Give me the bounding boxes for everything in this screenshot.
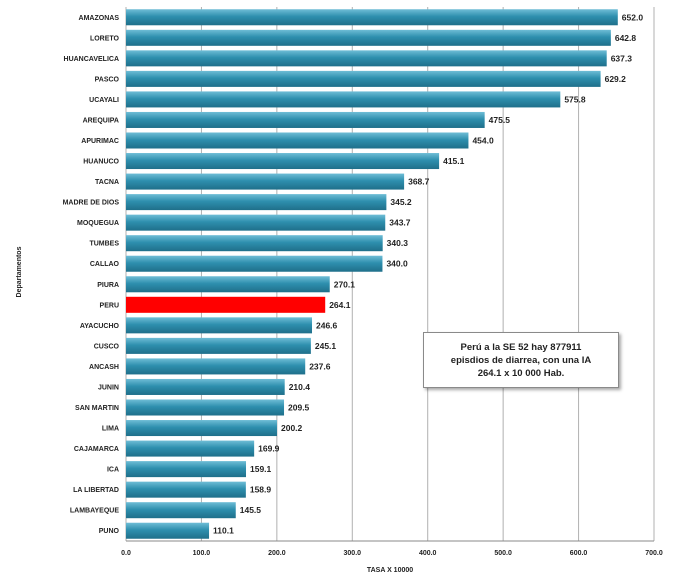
category-label: PASCO xyxy=(95,76,120,83)
bar xyxy=(126,70,601,87)
data-label: 575.8 xyxy=(564,94,586,104)
category-label: ANCASH xyxy=(89,364,119,371)
data-label: 642.8 xyxy=(615,33,637,43)
category-label: PERU xyxy=(100,302,119,309)
bar xyxy=(126,153,440,170)
data-label: 454.0 xyxy=(472,136,494,146)
data-label: 169.9 xyxy=(258,444,280,454)
value-labels: 652.0 642.8 637.3 629.2 575.8 475.5 454.0 415.1… xyxy=(213,12,643,535)
data-label: 637.3 xyxy=(611,53,633,63)
data-label: 368.7 xyxy=(408,177,430,187)
data-label: 158.9 xyxy=(250,485,272,495)
category-label: HUANUCO xyxy=(83,159,119,166)
bar xyxy=(126,481,246,498)
bar xyxy=(126,111,485,128)
data-label: 200.2 xyxy=(281,423,303,433)
data-label: 145.5 xyxy=(240,505,262,515)
category-label: LAMBAYEQUE xyxy=(70,508,119,515)
category-label: MADRE DE DIOS xyxy=(63,200,120,207)
data-label: 264.1 xyxy=(329,300,351,310)
category-label: AREQUIPA xyxy=(83,117,119,124)
bar xyxy=(126,399,285,416)
category-label: LORETO xyxy=(90,35,120,42)
bar-highlight xyxy=(126,296,326,313)
bars xyxy=(126,9,618,539)
category-label: LIMA xyxy=(102,426,119,433)
annotation-box: Perú a la SE 52 hay 877911 episdios de d… xyxy=(423,332,619,388)
data-label: 237.6 xyxy=(309,361,331,371)
bar xyxy=(126,502,236,519)
annotation-line-2: episdios de diarrea, con una IA xyxy=(450,354,592,366)
category-label: SAN MARTIN xyxy=(75,405,119,412)
data-label: 210.4 xyxy=(289,382,311,392)
category-label: TACNA xyxy=(95,179,119,186)
bar xyxy=(126,461,247,478)
category-label: PIURA xyxy=(97,282,119,289)
x-tick-label: 400.0 xyxy=(419,550,437,557)
x-tick-label: 500.0 xyxy=(494,550,512,557)
bar xyxy=(126,378,285,395)
annotation-line-1: Perú a la SE 52 hay 877911 xyxy=(460,341,582,353)
bar xyxy=(126,522,210,539)
bar xyxy=(126,132,469,149)
gridlines xyxy=(125,7,655,542)
category-label: AYACUCHO xyxy=(80,323,120,330)
bar xyxy=(126,420,278,437)
bar xyxy=(126,50,607,67)
bar xyxy=(126,9,618,26)
bar xyxy=(126,276,330,293)
data-label: 629.2 xyxy=(605,74,627,84)
x-tick-label: 700.0 xyxy=(645,550,663,557)
data-label: 270.1 xyxy=(334,279,356,289)
category-label: HUANCAVELICA xyxy=(64,56,119,63)
data-label: 340.0 xyxy=(386,259,408,269)
data-label: 245.1 xyxy=(315,341,337,351)
category-label: APURIMAC xyxy=(81,138,119,145)
x-tick-label: 100.0 xyxy=(193,550,211,557)
category-label: UCAYALI xyxy=(89,97,119,104)
category-label: CAJAMARCA xyxy=(74,446,119,453)
x-tick-label: 300.0 xyxy=(344,550,362,557)
x-tick-labels: 0.0 100.0 200.0 300.0 400.0 500.0 600.0 700.0 xyxy=(121,550,663,557)
data-label: 415.1 xyxy=(443,156,465,166)
annotation-line-3: 264.1 x 10 000 Hab. xyxy=(477,367,565,379)
category-label: AMAZONAS xyxy=(79,15,120,22)
data-label: 652.0 xyxy=(622,12,644,22)
category-label: PUNO xyxy=(99,528,120,535)
bar xyxy=(126,173,405,190)
data-label: 110.1 xyxy=(213,526,234,536)
data-label: 246.6 xyxy=(316,320,338,330)
x-tick-label: 0.0 xyxy=(121,550,131,557)
data-label: 159.1 xyxy=(250,464,272,474)
bar xyxy=(126,440,255,457)
bar xyxy=(126,337,311,354)
bar xyxy=(126,255,383,272)
x-axis-title: TASA X 10000 xyxy=(367,567,413,574)
category-label: CUSCO xyxy=(94,343,120,350)
category-label: LA LIBERTAD xyxy=(73,487,119,494)
category-label: CALLAO xyxy=(90,261,120,268)
data-label: 345.2 xyxy=(390,197,412,207)
bar xyxy=(126,358,306,375)
x-tick-label: 600.0 xyxy=(570,550,588,557)
category-label: ICA xyxy=(107,467,119,474)
data-label: 340.3 xyxy=(387,238,409,248)
bar xyxy=(126,91,561,108)
category-label: MOQUEGUA xyxy=(77,220,119,227)
category-label: JUNIN xyxy=(98,384,119,391)
bar xyxy=(126,317,313,334)
bar xyxy=(126,29,611,46)
category-labels: AMAZONAS LORETO HUANCAVELICA PASCO UCAYALI AR… xyxy=(63,15,120,535)
data-label: 343.7 xyxy=(389,218,411,228)
bar xyxy=(126,235,383,252)
data-label: 209.5 xyxy=(288,403,310,413)
data-label: 475.5 xyxy=(489,115,511,125)
bar xyxy=(126,214,386,231)
x-tick-label: 200.0 xyxy=(268,550,286,557)
bar xyxy=(126,194,387,211)
category-label: TUMBES xyxy=(89,241,119,248)
y-axis-title: Departamentos xyxy=(16,246,23,297)
